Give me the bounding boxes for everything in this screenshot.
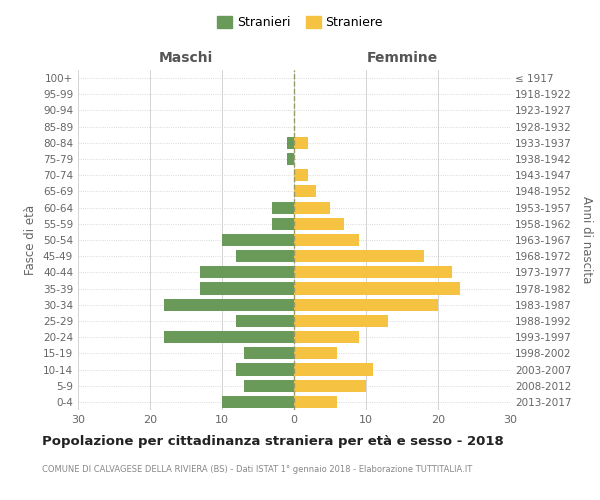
- Bar: [236, 364, 294, 376]
- Bar: [294, 250, 424, 262]
- Y-axis label: Anni di nascita: Anni di nascita: [580, 196, 593, 284]
- Bar: [244, 348, 294, 360]
- Bar: [164, 331, 294, 343]
- Bar: [294, 331, 359, 343]
- Bar: [294, 315, 388, 327]
- Bar: [164, 298, 294, 311]
- Bar: [287, 137, 294, 149]
- Legend: Stranieri, Straniere: Stranieri, Straniere: [212, 11, 388, 34]
- Bar: [287, 153, 294, 165]
- Text: Popolazione per cittadinanza straniera per età e sesso - 2018: Popolazione per cittadinanza straniera p…: [42, 435, 504, 448]
- Bar: [200, 282, 294, 294]
- Text: Femmine: Femmine: [367, 51, 437, 65]
- Text: COMUNE DI CALVAGESE DELLA RIVIERA (BS) - Dati ISTAT 1° gennaio 2018 - Elaborazio: COMUNE DI CALVAGESE DELLA RIVIERA (BS) -…: [42, 465, 472, 474]
- Bar: [222, 234, 294, 246]
- Bar: [294, 348, 337, 360]
- Bar: [294, 266, 452, 278]
- Bar: [294, 234, 359, 246]
- Bar: [294, 364, 373, 376]
- Y-axis label: Fasce di età: Fasce di età: [25, 205, 37, 275]
- Bar: [272, 218, 294, 230]
- Bar: [236, 250, 294, 262]
- Bar: [294, 396, 337, 408]
- Bar: [294, 202, 330, 213]
- Text: Maschi: Maschi: [159, 51, 213, 65]
- Bar: [294, 282, 460, 294]
- Bar: [222, 396, 294, 408]
- Bar: [272, 202, 294, 213]
- Bar: [294, 186, 316, 198]
- Bar: [200, 266, 294, 278]
- Bar: [294, 137, 308, 149]
- Bar: [294, 169, 308, 181]
- Bar: [294, 218, 344, 230]
- Bar: [294, 298, 438, 311]
- Bar: [236, 315, 294, 327]
- Bar: [294, 380, 366, 392]
- Bar: [244, 380, 294, 392]
